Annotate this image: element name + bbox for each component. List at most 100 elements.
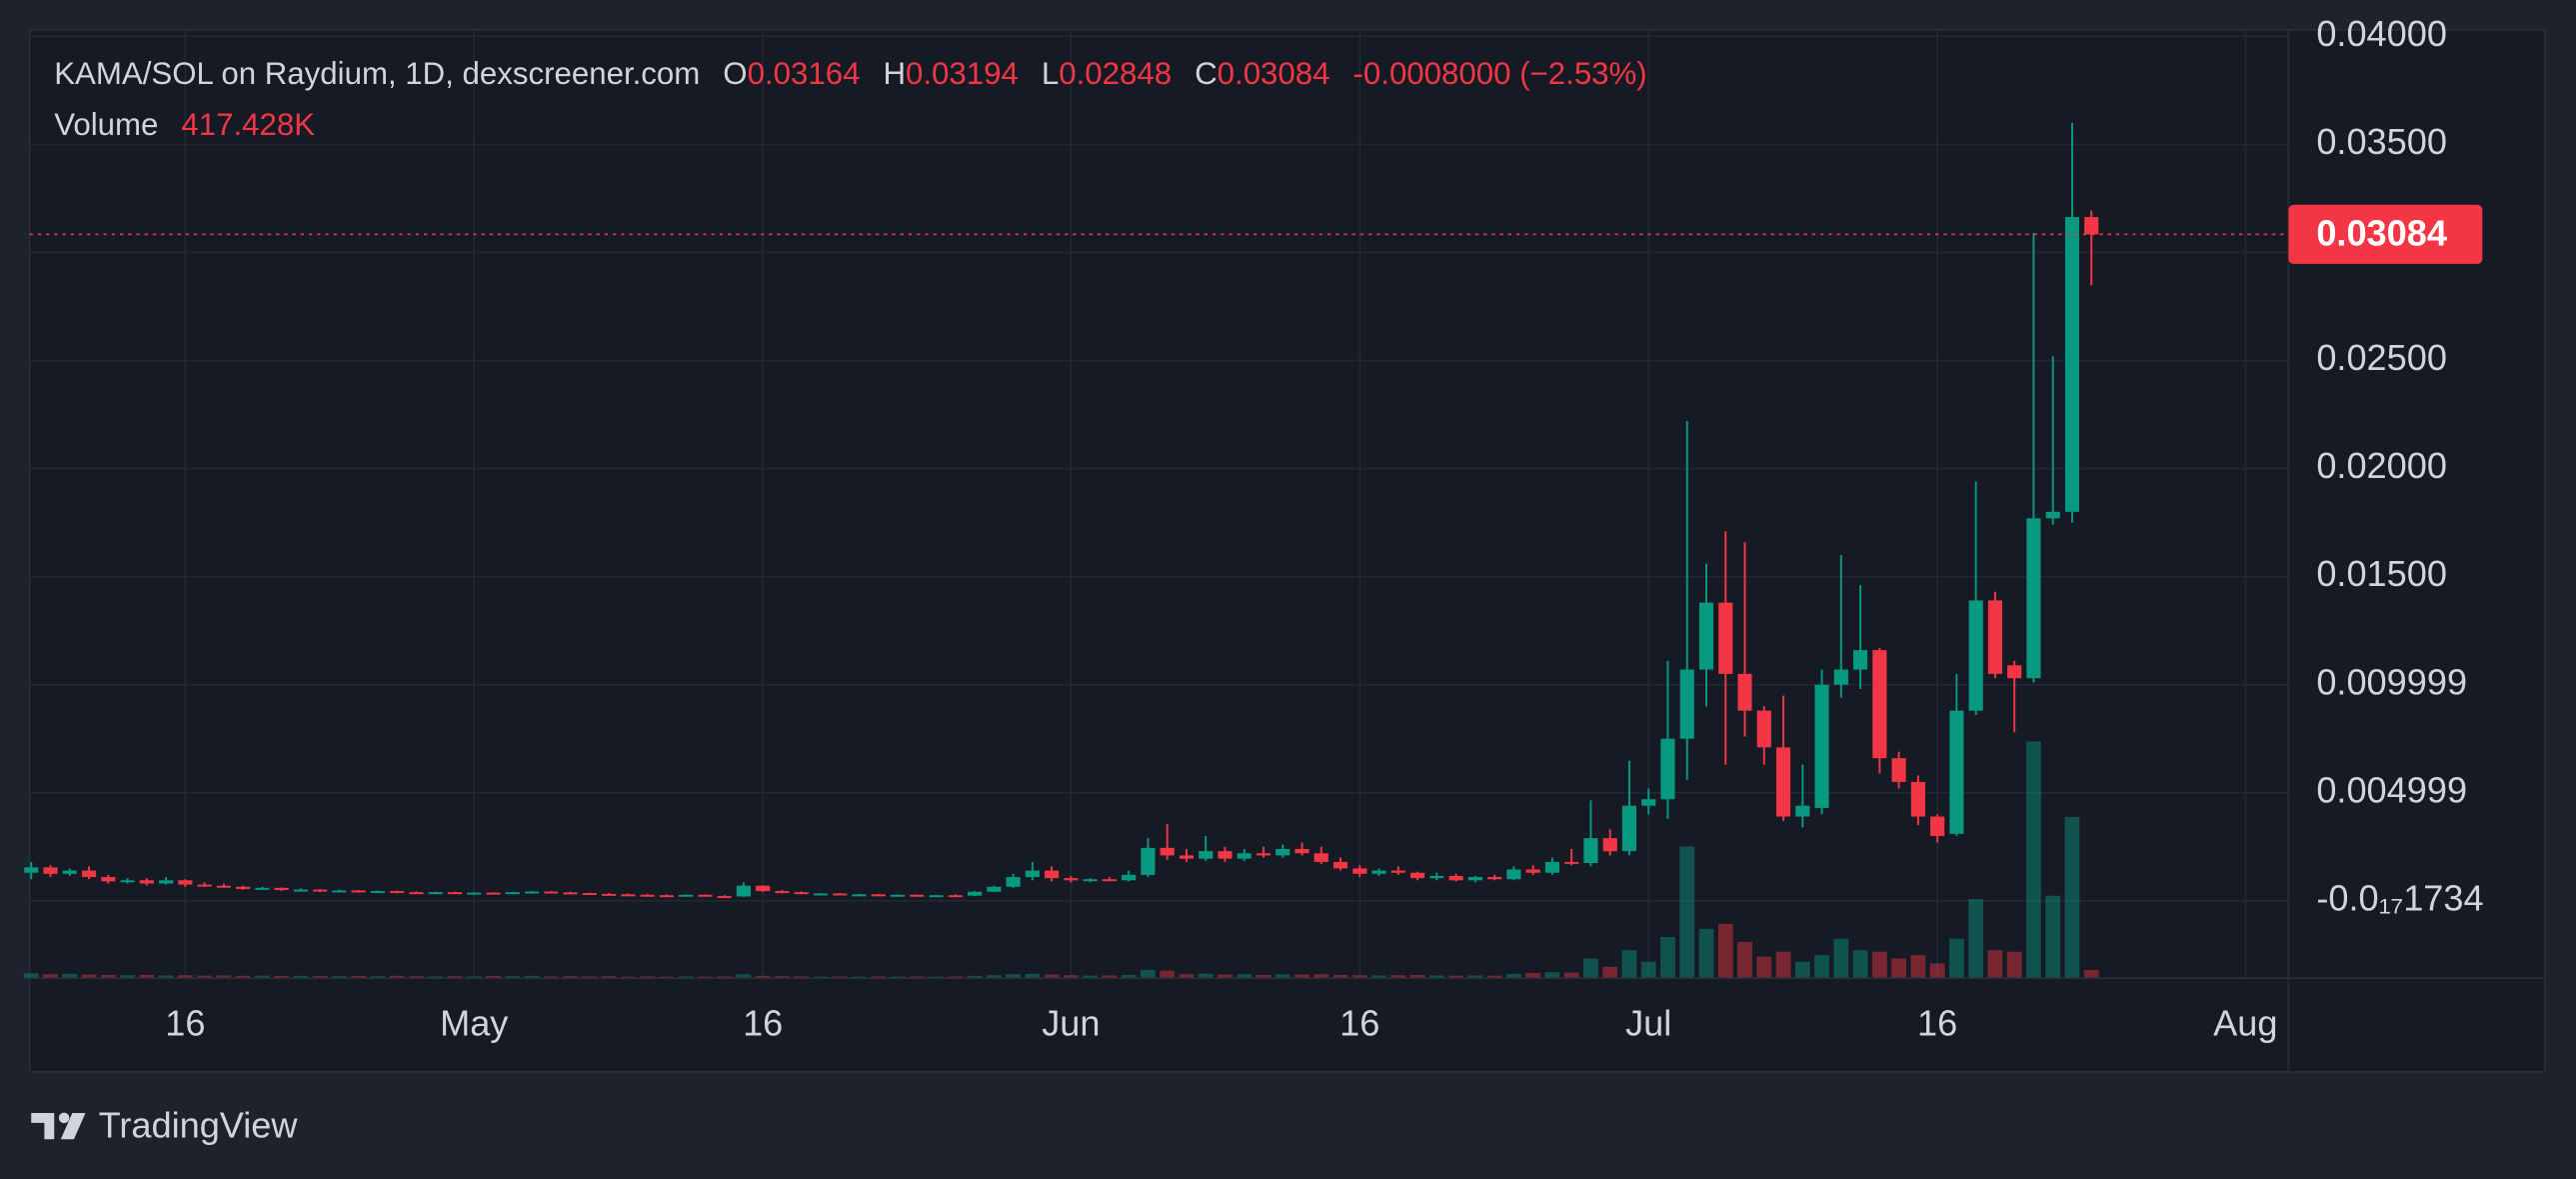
- volume-bar: [235, 975, 251, 979]
- candle-body: [659, 895, 674, 898]
- low-value: 0.02848: [1059, 56, 1172, 91]
- volume-bar: [2026, 741, 2041, 979]
- volume-bar: [1717, 923, 1733, 979]
- volume-bar: [1198, 973, 1214, 979]
- candle-body: [813, 893, 829, 896]
- volume-bar: [177, 975, 193, 979]
- volume-bar: [1179, 974, 1195, 979]
- volume-bar: [1563, 972, 1579, 979]
- candle-body: [1795, 805, 1810, 817]
- volume-bar: [1006, 974, 1021, 979]
- legend-header: KAMA/SOL on Raydium, 1D, dexscreener.com…: [54, 56, 1646, 91]
- volume-bar: [2045, 895, 2061, 979]
- x-tick-label: Aug: [2213, 1002, 2277, 1043]
- candle-body: [1660, 738, 1675, 800]
- volume-bar: [1063, 975, 1079, 979]
- candle-body: [563, 892, 578, 895]
- volume-bar: [775, 976, 790, 979]
- candle-body: [910, 894, 925, 897]
- volume-bar: [216, 975, 232, 979]
- candle-body: [1602, 838, 1617, 852]
- candle-body: [1390, 870, 1405, 873]
- volume-bar: [1428, 975, 1444, 979]
- volume-bar: [1871, 951, 1887, 979]
- candle-body: [717, 896, 732, 899]
- candle-body: [1429, 875, 1444, 879]
- candles: [24, 122, 2099, 899]
- ohlc-label: O: [723, 56, 747, 91]
- axes: 0.040000.035000.030000.025000.020000.015…: [29, 13, 2484, 1043]
- candle-body: [1179, 855, 1194, 859]
- candle-body: [1237, 853, 1252, 859]
- volume-bar: [1833, 938, 1849, 979]
- volume-bar: [1737, 941, 1752, 979]
- price-label-box: [2288, 204, 2483, 264]
- y-tick-label: 0.04000: [2316, 13, 2447, 54]
- y-tick-label: 0.02000: [2316, 445, 2447, 486]
- volume-bar: [601, 976, 617, 979]
- candle-body: [1987, 600, 2002, 674]
- volume-bar: [23, 973, 39, 979]
- brand-logo: [31, 1112, 86, 1140]
- candle-body: [197, 884, 212, 887]
- volume-bar: [1660, 936, 1675, 979]
- candle-body: [967, 891, 983, 896]
- volume-bar: [640, 976, 655, 979]
- volume-bar: [274, 976, 290, 979]
- volume-bar: [1332, 974, 1348, 979]
- volume-bar: [139, 974, 155, 979]
- candle-body: [1294, 848, 1309, 854]
- volume-bar: [293, 975, 309, 979]
- volume-bar: [1775, 951, 1791, 979]
- candle-body: [1332, 861, 1348, 869]
- candle-body: [1698, 602, 1714, 670]
- volume-bar: [1351, 975, 1367, 979]
- candle-body: [1544, 861, 1559, 873]
- volume-bar: [1910, 955, 1926, 979]
- volume-bar: [755, 975, 771, 979]
- volume-bar: [1025, 973, 1041, 979]
- volume-bar: [1949, 938, 1964, 979]
- volume-bar: [736, 974, 752, 979]
- volume-bar: [678, 976, 694, 979]
- volume-bar: [1218, 974, 1233, 979]
- volume-legend: Volume 417.428K: [54, 107, 315, 142]
- ohlc-label: L: [1042, 56, 1059, 91]
- candle-body: [1910, 781, 1925, 817]
- open-value: 0.03164: [748, 56, 861, 91]
- candle-body: [428, 892, 443, 895]
- candle-body: [2026, 518, 2041, 679]
- volume-bar: [1929, 963, 1945, 979]
- volume-bar: [1756, 956, 1772, 979]
- price-label: 0.03084: [2316, 213, 2447, 254]
- brand-name: TradingView: [99, 1104, 299, 1145]
- volume-bar: [197, 975, 212, 979]
- title: KAMA/SOL on Raydium, 1D, dexscreener.com: [54, 56, 700, 91]
- volume-bar: [351, 976, 367, 979]
- candle-body: [120, 880, 135, 883]
- volume-bar: [1525, 973, 1541, 979]
- candle-body: [274, 887, 289, 891]
- volume-bar: [1448, 975, 1463, 979]
- volume-bar: [1467, 975, 1483, 979]
- candle-body: [1122, 874, 1137, 881]
- volume-bar: [1237, 974, 1253, 979]
- volume-bar: [1640, 961, 1656, 979]
- candle-body: [1064, 878, 1079, 881]
- candle-body: [447, 892, 463, 895]
- y-tick-label: 0.01500: [2316, 553, 2447, 594]
- candle-body: [178, 880, 193, 885]
- x-tick-label: 16: [743, 1002, 783, 1043]
- volume-bar: [1160, 970, 1176, 979]
- x-tick-label: Jul: [1625, 1002, 1671, 1043]
- volume-bar: [832, 976, 848, 979]
- candle-body: [1583, 838, 1598, 863]
- candle-body: [890, 894, 906, 897]
- volume-bar: [582, 976, 598, 979]
- volume-bar: [524, 975, 540, 979]
- candle-body: [1276, 848, 1290, 856]
- ohlc-label: C: [1195, 56, 1218, 91]
- ohlc-label: H: [883, 56, 906, 91]
- volume-bar: [409, 976, 424, 979]
- candle-body: [486, 892, 501, 895]
